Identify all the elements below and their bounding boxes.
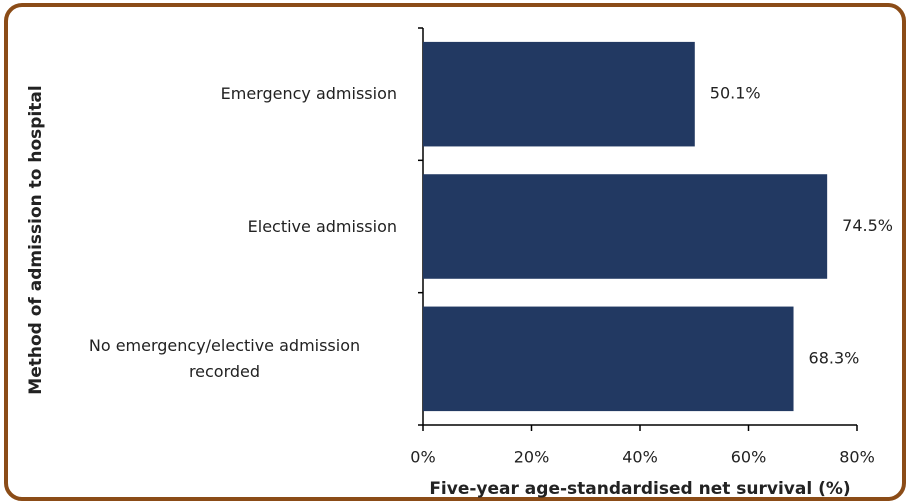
x-tick-label: 0% [410, 448, 435, 467]
y-axis-title: Method of admission to hospital [26, 85, 46, 394]
value-label: 68.3% [809, 348, 860, 367]
category-text: No emergency/elective admission recorded [88, 335, 361, 381]
x-tick-label: 60% [731, 448, 767, 467]
x-tick-label: 20% [514, 448, 550, 467]
bar [423, 174, 828, 279]
y-tick-label: Elective admission [52, 207, 397, 247]
bar [423, 306, 794, 412]
x-tick-label: 80% [839, 448, 875, 467]
y-tick-label: No emergency/elective admission recorded [52, 336, 397, 381]
y-tick-label: Emergency admission [52, 74, 397, 114]
x-axis-title: Five-year age-standardised net survival … [429, 479, 850, 499]
value-label: 74.5% [842, 216, 893, 235]
value-label: 50.1% [710, 84, 761, 103]
x-tick-label: 40% [622, 448, 658, 467]
category-text: Emergency admission [220, 84, 397, 104]
category-text: Elective admission [247, 216, 397, 236]
bar [423, 41, 695, 147]
